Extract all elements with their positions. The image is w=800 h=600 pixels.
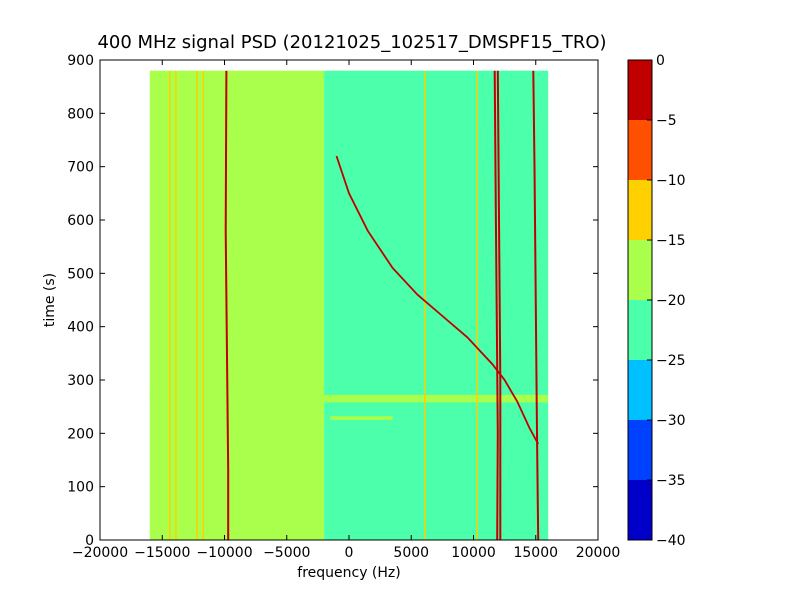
colorbar-segment-2 <box>628 360 652 420</box>
y-tick-label-2: 200 <box>67 426 94 442</box>
colorbar-tick-label-1: −35 <box>656 473 686 489</box>
y-axis-label: time (s) <box>42 273 58 327</box>
y-tick-label-6: 600 <box>67 213 94 229</box>
x-tick-label-2: −10000 <box>196 545 252 561</box>
colorbar-segment-4 <box>628 240 652 300</box>
heatmap-region-0 <box>149 70 325 541</box>
carrier-line-4 <box>224 70 230 540</box>
colorbar-segment-7 <box>628 60 652 120</box>
x-tick-label-5: 5000 <box>393 545 429 561</box>
colorbar-tick-label-6: −10 <box>656 173 686 189</box>
plot-area: −20000 −15000 −10000 −5000 0 5000 10000 15000 20… <box>67 53 620 561</box>
x-tick-label-4: 0 <box>345 545 354 561</box>
colorbar-segment-0 <box>628 480 652 540</box>
x-tick-label-3: −5000 <box>263 545 310 561</box>
colorbar-segment-5 <box>628 180 652 240</box>
y-tick-label-5: 500 <box>67 266 94 282</box>
y-axis-ticks: 0 100 200 300 400 500 600 700 800 900 <box>67 53 598 549</box>
colorbar-segment-3 <box>628 300 652 360</box>
carrier-line-8 <box>496 70 502 540</box>
y-tick-label-0: 0 <box>85 533 94 549</box>
x-tick-label-7: 15000 <box>513 545 558 561</box>
x-tick-label-8: 20000 <box>576 545 621 561</box>
colorbar-tick-label-8: 0 <box>656 53 665 69</box>
colorbar-tick-label-7: −5 <box>656 113 677 129</box>
y-tick-label-9: 900 <box>67 53 94 69</box>
carrier-line-9 <box>532 70 540 541</box>
y-tick-label-1: 100 <box>67 480 94 496</box>
y-tick-label-3: 300 <box>67 373 94 389</box>
x-tick-label-6: 10000 <box>451 545 496 561</box>
horizontal-band-1 <box>330 416 393 420</box>
y-tick-label-8: 800 <box>67 106 94 122</box>
x-tick-label-1: −15000 <box>134 545 190 561</box>
carrier-line-7 <box>493 70 499 541</box>
colorbar-tick-label-2: −30 <box>656 413 686 429</box>
colorbar-tick-label-5: −15 <box>656 233 686 249</box>
y-tick-label-7: 700 <box>67 160 94 176</box>
doppler-trace <box>335 155 539 445</box>
x-axis-ticks: −20000 −15000 −10000 −5000 0 5000 10000 15000 20… <box>72 60 620 561</box>
chart-title: 400 MHz signal PSD (20121025_102517_DMSP… <box>97 32 606 53</box>
colorbar-tick-label-4: −20 <box>656 293 686 309</box>
y-tick-label-4: 400 <box>67 320 94 336</box>
colorbar-segment-6 <box>628 120 652 180</box>
x-tick-label-0: −20000 <box>72 545 128 561</box>
heatmap-region-1 <box>324 70 549 541</box>
x-axis-label: frequency (Hz) <box>297 565 400 581</box>
colorbar-tick-label-0: −40 <box>656 533 686 549</box>
colorbar: −40 −35 −30 −25 −20 −15 −10 −5 0 <box>627 53 686 549</box>
colorbar-tick-label-3: −25 <box>656 353 686 369</box>
horizontal-band-0 <box>149 394 549 403</box>
heatmap <box>149 70 549 541</box>
colorbar-segment-1 <box>628 420 652 480</box>
